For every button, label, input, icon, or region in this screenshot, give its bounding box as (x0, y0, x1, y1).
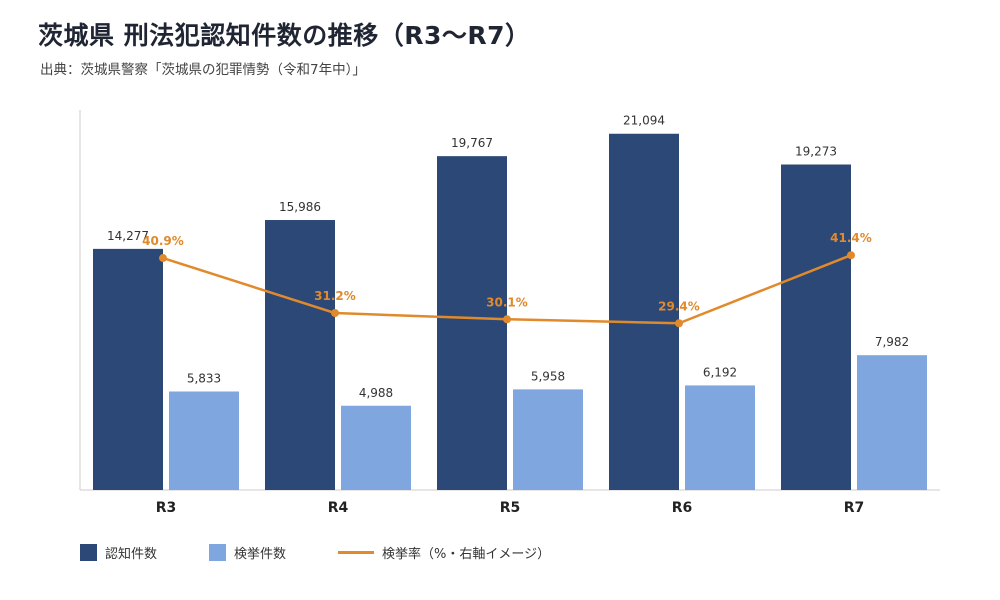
legend-item-rate: 検挙率（%・右軸イメージ） (338, 543, 550, 562)
bar-recognized-R7 (781, 164, 851, 491)
legend-label-rate: 検挙率（%・右軸イメージ） (382, 547, 551, 562)
legend-swatch-recognized (80, 544, 97, 561)
label-recognized-R4: 15,986 (279, 200, 321, 214)
label-rate-R4: 31.2% (314, 289, 356, 303)
legend-swatch-rate (338, 551, 375, 554)
bar-recognized-R4 (265, 220, 335, 490)
x-tick-R6: R6 (672, 500, 693, 516)
label-recognized-R6: 21,094 (623, 114, 665, 128)
bar-arrests-R6 (685, 385, 755, 490)
x-tick-R5: R5 (500, 500, 521, 516)
label-arrests-R7: 7,982 (875, 335, 909, 349)
label-rate-R3: 40.9% (142, 234, 184, 248)
rate-point-R5 (503, 315, 511, 324)
legend-item-arrests: 検挙件数 (209, 543, 286, 562)
label-rate-R6: 29.4% (658, 299, 700, 313)
rate-point-R7 (847, 251, 855, 260)
legend-label-arrests: 検挙件数 (234, 547, 287, 562)
bar-arrests-R7 (857, 355, 927, 490)
label-rate-R5: 30.1% (486, 295, 528, 309)
rate-point-R4 (331, 309, 339, 318)
rate-point-R6 (675, 319, 683, 328)
bar-recognized-R5 (437, 156, 507, 490)
bar-recognized-R6 (609, 133, 679, 490)
bar-arrests-R5 (513, 389, 583, 490)
bar-arrests-R4 (341, 405, 411, 490)
label-arrests-R6: 6,192 (703, 365, 737, 379)
legend: 認知件数 検挙件数 検挙率（%・右軸イメージ） (80, 543, 602, 562)
x-tick-R4: R4 (328, 500, 349, 516)
label-arrests-R4: 4,988 (359, 386, 393, 400)
chart-subtitle: 出典：茨城県警察「茨城県の犯罪情勢（令和7年中）」 (40, 62, 366, 78)
legend-label-recognized: 認知件数 (105, 547, 158, 562)
bar-arrests-R3 (169, 391, 239, 490)
rate-point-R3 (159, 254, 167, 263)
x-tick-R3: R3 (156, 500, 177, 516)
label-rate-R7: 41.4% (830, 231, 872, 245)
legend-swatch-arrests (209, 544, 227, 561)
bar-recognized-R3 (93, 248, 163, 490)
label-recognized-R5: 19,767 (451, 136, 493, 150)
label-arrests-R5: 5,958 (531, 369, 565, 383)
chart-title: 茨城県 刑法犯認知件数の推移（R3〜R7） (38, 21, 531, 50)
label-recognized-R3: 14,277 (107, 229, 149, 243)
label-arrests-R3: 5,833 (187, 371, 221, 385)
label-recognized-R7: 19,273 (795, 145, 837, 159)
legend-item-recognized: 認知件数 (80, 543, 157, 562)
x-tick-R7: R7 (844, 500, 865, 516)
